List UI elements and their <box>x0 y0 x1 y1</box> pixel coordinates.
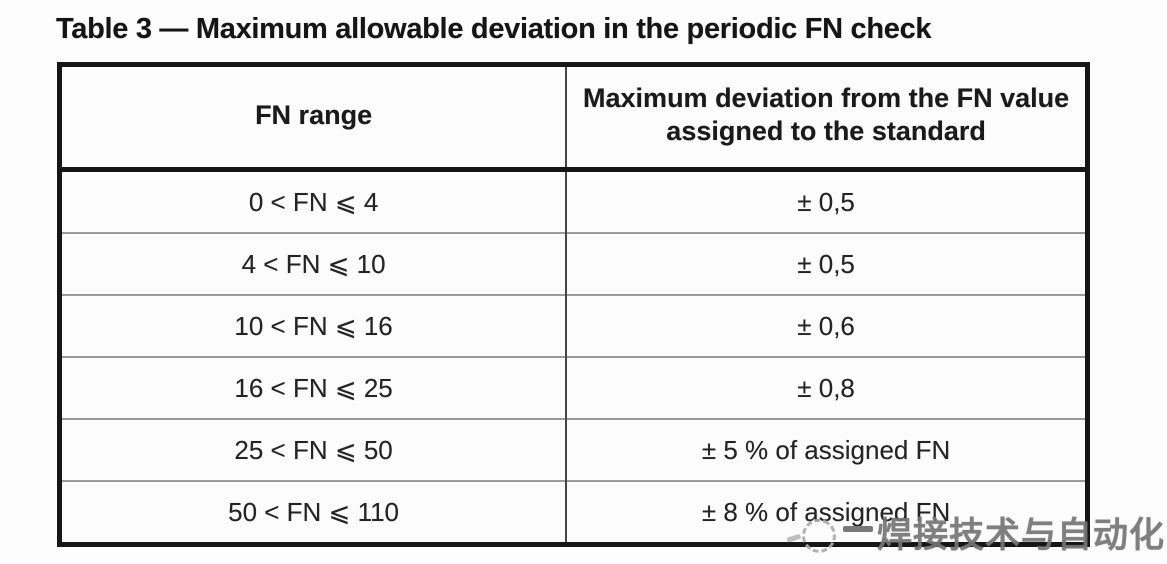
fn-deviation-table: FN range Maximum deviation from the FN v… <box>57 62 1090 547</box>
watermark-tick-icon <box>786 533 802 543</box>
column-header-max-deviation: Maximum deviation from the FN value assi… <box>566 64 1088 172</box>
fn-range-cell: 4 < FN ⩽ 10 <box>59 232 568 295</box>
fn-range-cell: 25 < FN ⩽ 50 <box>59 418 568 481</box>
watermark: 焊接技术与自动化 <box>785 507 1165 558</box>
watermark-text: 焊接技术与自动化 <box>876 516 1165 555</box>
table-row: 4 < FN ⩽ 10 ± 0,5 <box>59 232 1088 295</box>
fn-range-cell: 10 < FN ⩽ 16 <box>59 294 568 357</box>
table-row: 10 < FN ⩽ 16 ± 0,6 <box>59 294 1088 357</box>
deviation-cell: ± 0,8 <box>566 356 1088 419</box>
table-row: 50 < FN ⩽ 110 ± 8 % of assigned FN <box>59 480 1088 545</box>
fn-range-cell: 50 < FN ⩽ 110 <box>59 480 568 545</box>
table-caption: Table 3 — Maximum allowable deviation in… <box>56 13 932 45</box>
deviation-cell: ± 0,5 <box>797 186 855 217</box>
table-row: 25 < FN ⩽ 50 ± 5 % of assigned FN <box>59 418 1088 481</box>
dashed-circle-logo-icon <box>797 513 841 558</box>
watermark-dash-icon <box>842 525 873 532</box>
deviation-cell: ± 5 % of assigned FN <box>566 418 1088 481</box>
fn-range-cell: 0 < FN ⩽ 4 <box>59 169 568 233</box>
deviation-cell: ± 0,5 <box>566 232 1088 295</box>
table-row: 0 < FN ⩽ 4 ± 0,5 <box>59 169 1088 233</box>
table-header-row: FN range Maximum deviation from the FN v… <box>59 64 1088 172</box>
deviation-cell: ± 8 % of assigned FN <box>566 480 1088 545</box>
deviation-cell: ± 0,6 <box>566 294 1088 357</box>
fn-range-cell: 16 < FN ⩽ 25 <box>59 356 568 419</box>
table-row: 16 < FN ⩽ 25 ± 0,8 <box>59 356 1088 419</box>
column-header-fn-range: FN range <box>59 64 568 172</box>
